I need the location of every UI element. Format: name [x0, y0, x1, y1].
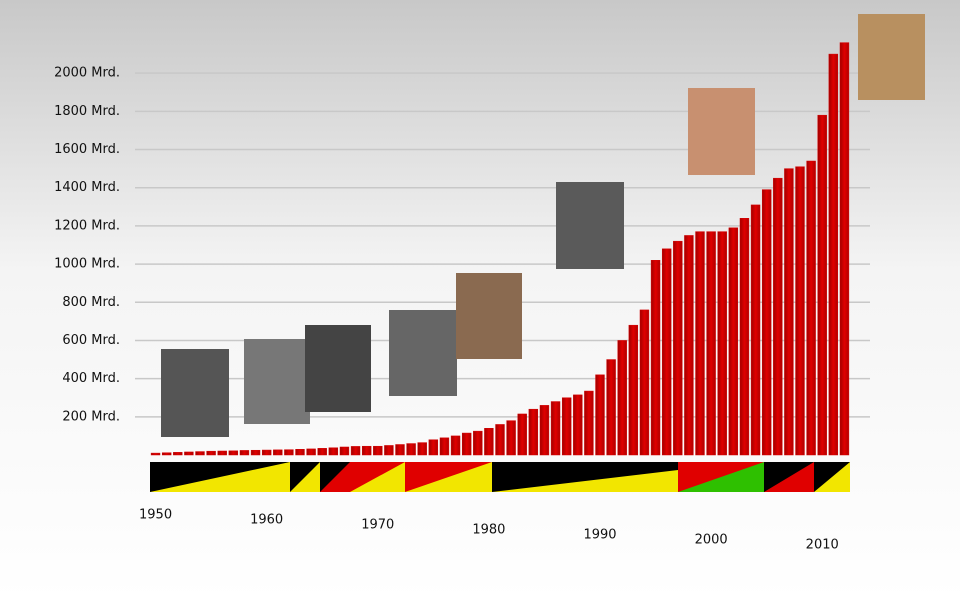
bar: [817, 114, 827, 456]
bar: [561, 397, 572, 456]
portrait: [305, 325, 371, 412]
bar: [750, 204, 761, 456]
bar: [384, 445, 394, 456]
bar: [406, 443, 416, 456]
bar: [506, 420, 516, 456]
bar: [539, 405, 550, 456]
bar: [339, 446, 350, 456]
y-tick-label: 1000 Mrd.: [54, 257, 120, 272]
bar: [806, 160, 816, 456]
bar: [150, 452, 161, 456]
bar: [528, 408, 539, 456]
bar: [739, 218, 750, 456]
x-tick-label: 1950: [139, 508, 172, 523]
bar: [573, 394, 583, 456]
bar: [306, 448, 316, 456]
bar: [373, 445, 383, 456]
bar: [606, 359, 616, 456]
bar: [195, 451, 205, 456]
bar: [661, 248, 672, 456]
chancellor-band: [150, 462, 850, 492]
bar: [717, 231, 727, 456]
bar: [706, 231, 716, 456]
bar: [484, 428, 494, 456]
portrait: [688, 88, 755, 175]
y-tick-label: 200 Mrd.: [62, 409, 120, 424]
portrait: [556, 182, 624, 269]
bar: [695, 231, 705, 456]
bar: [328, 447, 339, 456]
bar: [184, 451, 194, 456]
bar: [550, 401, 561, 456]
portrait: [456, 273, 522, 359]
bar: [173, 452, 183, 456]
bar: [317, 448, 327, 456]
x-tick-label: 1990: [583, 528, 616, 543]
portrait: [858, 14, 925, 100]
bar: [461, 432, 472, 456]
bar: [617, 340, 627, 456]
bar: [395, 444, 405, 456]
x-tick-label: 1960: [250, 513, 283, 528]
bar: [773, 177, 783, 456]
y-tick-label: 1200 Mrd.: [54, 218, 120, 233]
y-tick-label: 1600 Mrd.: [54, 142, 120, 157]
bar: [361, 445, 372, 456]
y-tick-label: 1400 Mrd.: [54, 180, 120, 195]
bar: [261, 449, 272, 456]
portrait: [244, 339, 310, 424]
bar: [217, 450, 227, 456]
bar: [206, 450, 216, 456]
bar: [639, 309, 650, 456]
bar: [450, 435, 461, 456]
bar: [239, 450, 250, 456]
bar: [828, 53, 839, 456]
bar: [273, 449, 283, 456]
bar: [673, 240, 683, 456]
bar: [595, 374, 605, 456]
bar: [417, 442, 427, 456]
bar: [473, 430, 483, 456]
bar: [784, 168, 794, 456]
portrait: [389, 310, 457, 396]
plot-area: 200 Mrd. 400 Mrd. 600 Mrd. 800 Mrd. 1000 Mrd…: [54, 42, 870, 553]
bar: [628, 324, 639, 456]
x-tick-label: 1970: [361, 518, 394, 533]
x-tick-label: 2010: [806, 538, 839, 553]
bar: [439, 437, 450, 456]
y-tick-label: 600 Mrd.: [62, 333, 120, 348]
bar: [495, 424, 505, 456]
y-tick-label: 400 Mrd.: [62, 371, 120, 386]
bar: [350, 446, 361, 456]
bar: [795, 166, 805, 456]
y-tick-label: 2000 Mrd.: [54, 66, 120, 81]
portraits: [161, 14, 925, 437]
bar: [650, 260, 661, 456]
y-tick-label: 800 Mrd.: [62, 295, 120, 310]
bar: [517, 413, 527, 456]
bar: [284, 449, 294, 456]
bar: [295, 449, 305, 456]
bar: [228, 450, 239, 456]
bar: [684, 235, 694, 456]
bar: [428, 439, 439, 456]
bar: [161, 452, 172, 456]
x-tick-label: 1980: [472, 523, 505, 538]
bar: [728, 227, 739, 456]
bar: [761, 189, 772, 456]
x-tick-label: 2000: [695, 533, 728, 548]
bar: [584, 390, 594, 456]
portrait: [161, 349, 229, 437]
y-tick-label: 1800 Mrd.: [54, 104, 120, 119]
bar: [839, 42, 850, 456]
bar: [250, 449, 261, 456]
